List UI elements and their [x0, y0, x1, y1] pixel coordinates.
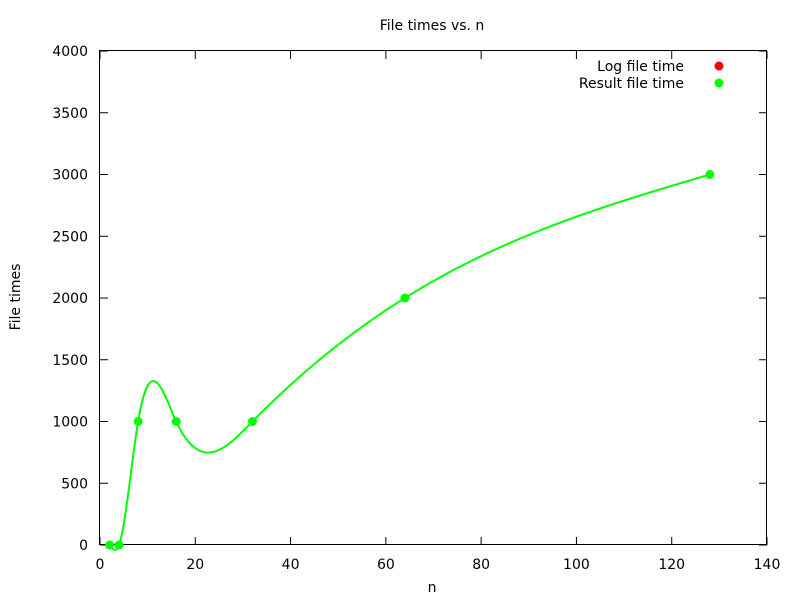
legend-marker — [714, 61, 724, 71]
data-point — [171, 417, 181, 426]
legend-label: Result file time — [579, 76, 684, 92]
y-ticks: 0 500 1000 1500 2000 2500 3000 3500 4000 — [52, 44, 767, 554]
x-axis-label: n — [428, 580, 437, 596]
x-tick-label: 20 — [186, 557, 204, 573]
x-tick-label: 0 — [96, 557, 105, 573]
data-point — [705, 170, 715, 179]
series-layer — [105, 170, 715, 551]
data-point — [133, 417, 143, 426]
y-tick-label: 1500 — [52, 353, 88, 369]
legend-label: Log file time — [597, 59, 684, 75]
y-tick-label: 2000 — [52, 291, 88, 307]
y-tick-label: 0 — [79, 538, 88, 554]
series-line — [108, 173, 711, 551]
data-point — [400, 293, 410, 303]
data-point — [105, 540, 115, 550]
x-tick-label: 60 — [377, 557, 395, 573]
x-tick-label: 80 — [472, 557, 490, 573]
data-point — [114, 540, 124, 550]
x-tick-label: 100 — [563, 557, 590, 573]
x-tick-label: 120 — [658, 557, 685, 573]
y-tick-label: 3500 — [52, 106, 88, 122]
y-tick-label: 3000 — [52, 168, 88, 184]
chart-title: File times vs. n — [380, 18, 485, 34]
y-tick-label: 500 — [61, 476, 88, 492]
x-tick-label: 40 — [282, 557, 300, 573]
x-ticks: 0 20 40 60 80 100 120 140 — [96, 51, 781, 573]
y-tick-label: 2500 — [52, 229, 88, 245]
y-tick-label: 4000 — [52, 44, 88, 60]
data-point — [247, 417, 257, 426]
x-tick-label: 140 — [754, 557, 781, 573]
legend-marker — [714, 78, 724, 88]
y-tick-label: 1000 — [52, 415, 88, 431]
y-axis-label: File times — [8, 264, 24, 331]
plot-frame — [99, 50, 767, 545]
